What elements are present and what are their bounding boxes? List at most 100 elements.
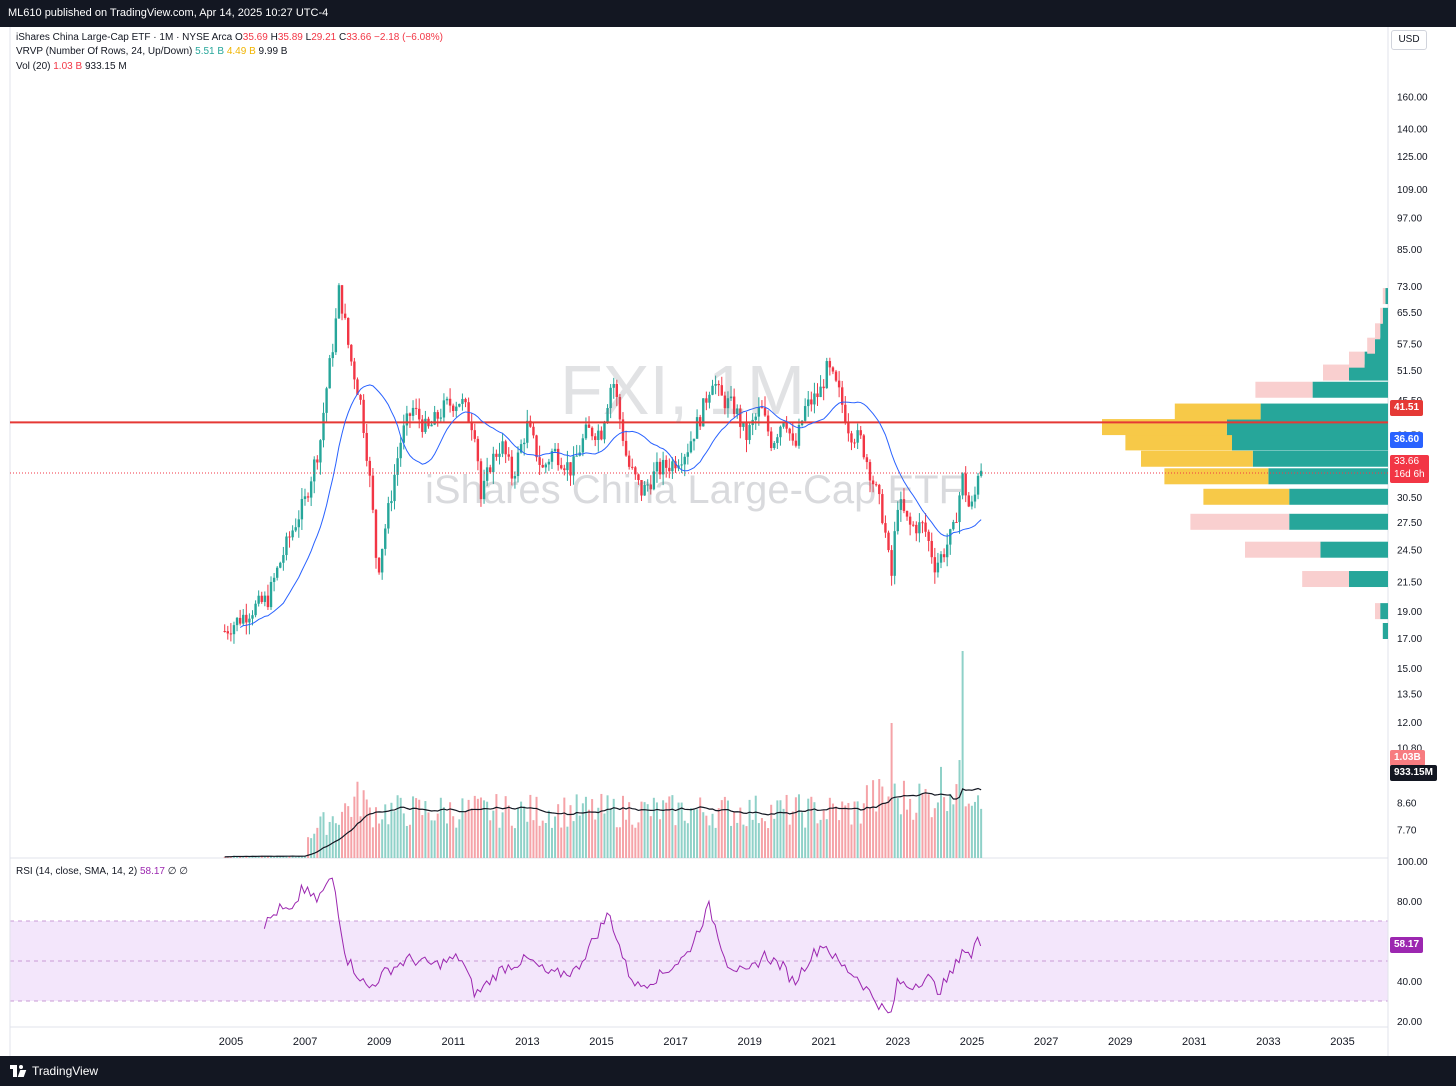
volume-bar — [720, 800, 723, 858]
candle-body — [890, 550, 893, 576]
candle-body — [572, 456, 575, 476]
volume-bar — [899, 814, 902, 858]
volume-bar — [655, 802, 658, 858]
price-tick-label: 30.50 — [1397, 493, 1422, 504]
candle-body — [526, 420, 529, 443]
candle-body — [522, 442, 526, 445]
vp-up-bar — [1260, 403, 1388, 420]
volume-bar — [464, 811, 467, 858]
volume-bar — [859, 823, 862, 858]
candle-body — [587, 424, 591, 428]
symbol-legend[interactable]: iShares China Large-Cap ETF · 1M · NYSE … — [16, 32, 443, 43]
candle-body — [708, 394, 711, 403]
volume-bar — [652, 797, 655, 858]
volume-bar — [621, 795, 624, 858]
volume-bar — [822, 810, 825, 858]
candle-body — [291, 530, 294, 538]
price-tick-label: 85.00 — [1397, 245, 1422, 256]
volume-bar — [782, 808, 785, 858]
volume-bar — [239, 856, 242, 858]
candle-body — [936, 562, 940, 573]
candle-body — [272, 577, 276, 582]
candle-body — [597, 430, 600, 440]
currency-button[interactable]: USD — [1391, 30, 1427, 50]
candle-body — [251, 615, 254, 619]
low-label: L — [305, 32, 312, 43]
candle-body — [803, 406, 807, 421]
volume-bar — [659, 819, 662, 858]
candle-body — [337, 285, 341, 319]
volume-bar — [973, 801, 976, 858]
volume-bars — [223, 651, 983, 858]
rsi-tick-label: 100.00 — [1397, 857, 1428, 868]
volume-bar — [449, 802, 452, 858]
vp-down-bar — [1255, 381, 1313, 398]
candle-body — [927, 531, 930, 541]
volume-bar — [560, 827, 563, 858]
candle-body — [661, 459, 665, 475]
volume-bar — [285, 855, 288, 858]
candle-body — [874, 484, 878, 486]
volume-bar — [776, 800, 779, 858]
candle-body — [421, 419, 424, 432]
rsi-line — [263, 877, 982, 1014]
price-tick-label: 10.80 — [1397, 744, 1422, 755]
volume-legend[interactable]: Vol (20) 1.03 B 933.15 M — [16, 61, 127, 72]
candle-body — [736, 408, 739, 415]
candle-body — [692, 438, 696, 442]
volume-bar — [825, 819, 828, 858]
volume-bar — [887, 796, 890, 858]
volume-bar — [254, 856, 257, 858]
vrvp-legend[interactable]: VRVP (Number Of Rows, 24, Up/Down) 5.51 … — [16, 46, 287, 57]
volume-bar — [794, 797, 797, 858]
candle-body — [306, 496, 310, 498]
volume-bar — [270, 856, 273, 858]
published-bar: ML610 published on TradingView.com, Apr … — [0, 0, 1456, 27]
volume-bar — [878, 779, 881, 858]
candle-body — [485, 467, 489, 481]
volume-bar — [331, 816, 334, 858]
volume-bar — [350, 816, 353, 858]
vp-down-bar — [1174, 403, 1261, 420]
volume-bar — [662, 800, 665, 858]
candle-body — [868, 462, 872, 481]
vrvp-down: 4.49 B — [226, 46, 256, 57]
open-label: O — [234, 32, 243, 43]
candle-body — [853, 442, 856, 444]
rsi-legend[interactable]: RSI (14, close, SMA, 14, 2) 58.17 ∅ ∅ — [16, 866, 188, 877]
candle-body — [303, 496, 307, 499]
volume-bar — [554, 816, 557, 858]
volume-bar — [952, 804, 955, 858]
candle-body — [560, 465, 563, 469]
volume-bar — [810, 796, 813, 858]
volume-bar — [242, 856, 245, 858]
candle-body — [424, 418, 427, 432]
tradingview-icon — [10, 1065, 27, 1077]
volume-bar — [853, 801, 856, 858]
volume-bar — [294, 856, 297, 858]
volume-bar — [517, 808, 520, 858]
volume-bar — [606, 795, 609, 858]
volume-bar — [495, 794, 498, 858]
candle-body — [939, 554, 943, 563]
candle-body — [269, 581, 273, 608]
candle-body — [414, 407, 418, 409]
candle-body — [288, 536, 291, 538]
candle-body — [819, 386, 822, 398]
candle-body — [844, 404, 847, 423]
volume-bar — [526, 821, 529, 858]
volume-bar — [603, 813, 606, 858]
time-tick-label: 2013 — [515, 1036, 539, 1048]
volume-bar — [705, 815, 708, 858]
volume-bar — [918, 783, 921, 858]
rsi-extra: ∅ ∅ — [167, 866, 188, 877]
candle-body — [924, 522, 927, 532]
tradingview-logo[interactable]: TradingView — [10, 1064, 98, 1078]
volume-bar — [322, 812, 325, 858]
candle-body — [334, 318, 338, 353]
volume-bar — [266, 856, 269, 858]
time-tick-label: 2017 — [663, 1036, 687, 1048]
vp-down-bar — [1382, 288, 1386, 305]
footer-bar: TradingView — [0, 1056, 1456, 1086]
